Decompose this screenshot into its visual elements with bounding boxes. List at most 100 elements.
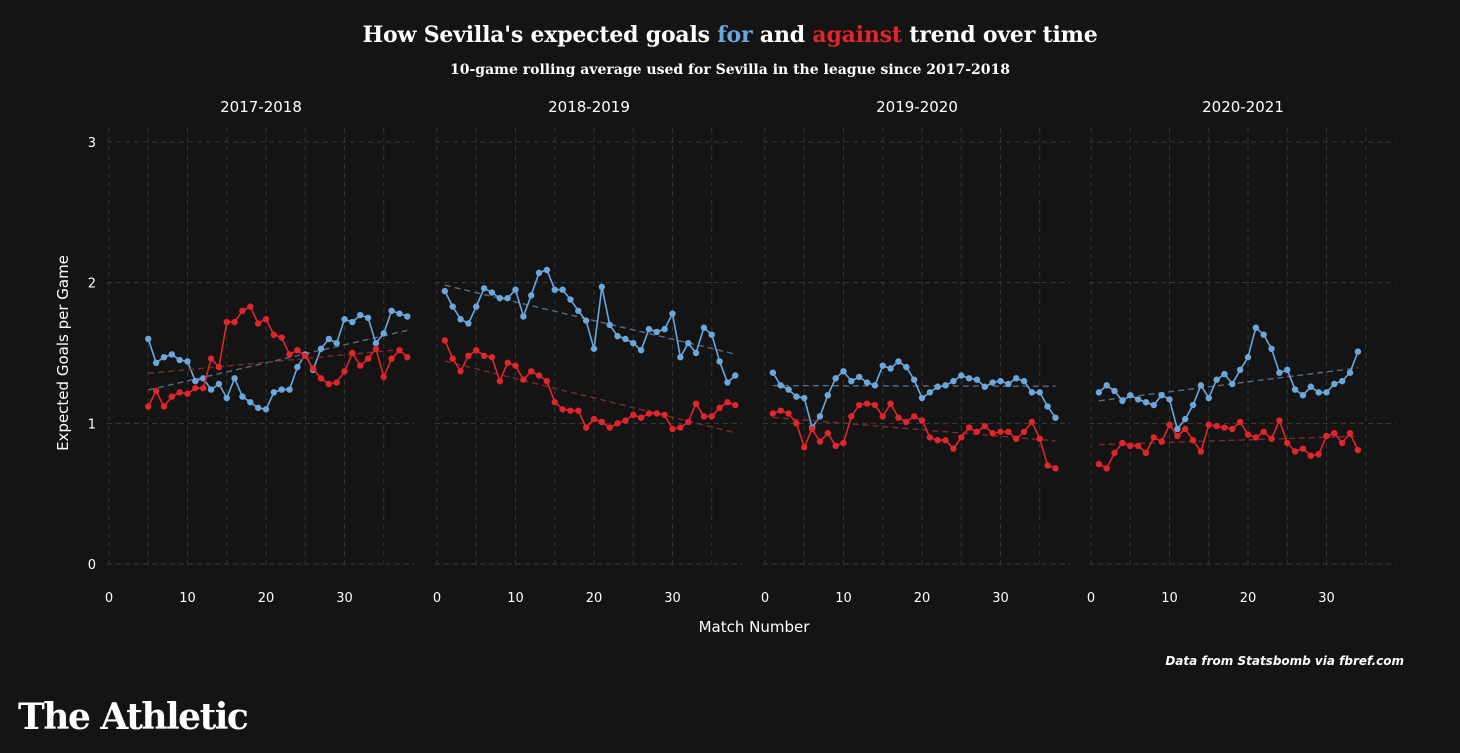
data-point-for [903, 363, 910, 371]
data-point-against [661, 411, 668, 419]
data-point-for [1134, 396, 1142, 403]
data-point-against [1111, 449, 1118, 457]
data-point-against [512, 362, 519, 369]
data-point-for [1299, 392, 1307, 399]
data-point-for [1229, 380, 1236, 388]
data-point-for [824, 392, 831, 399]
data-point-against [239, 307, 246, 314]
data-point-for [645, 325, 653, 333]
data-point-against [388, 355, 395, 362]
data-point-against [777, 407, 784, 414]
data-point-for [1205, 394, 1212, 402]
data-point-for [496, 294, 503, 302]
title-prefix: How Sevilla's expected goals [362, 22, 718, 48]
data-point-against [1331, 429, 1338, 437]
facet-title: 2017-2018 [220, 98, 302, 116]
data-point-against [1299, 445, 1307, 452]
data-point-against [832, 442, 839, 450]
data-point-against [1020, 428, 1028, 435]
x-tick-label: 30 [1318, 591, 1335, 606]
data-point-against [590, 415, 598, 423]
data-point-against [441, 337, 449, 344]
data-point-against [215, 363, 223, 371]
data-point-against [692, 400, 700, 407]
data-point-for [1052, 414, 1059, 421]
x-tick-label: 30 [992, 591, 1009, 606]
data-point-for [879, 362, 886, 369]
data-point-for [1127, 392, 1134, 399]
y-tick-label: 0 [88, 558, 96, 573]
chart-subtitle: 10-game rolling average used for Sevilla… [450, 62, 1010, 78]
data-point-for [958, 372, 965, 379]
brand-logo: The Athletic [18, 696, 249, 738]
data-point-against [950, 445, 957, 452]
data-point-against [357, 362, 364, 369]
data-point-against [785, 410, 792, 417]
data-point-against [309, 365, 317, 372]
data-point-for [1291, 386, 1299, 393]
data-point-against [207, 355, 215, 362]
data-point-against [1221, 424, 1228, 431]
data-point-against [457, 368, 464, 375]
data-point-against [942, 437, 949, 444]
data-point-against [1052, 465, 1059, 472]
data-point-for [325, 335, 332, 343]
data-point-against [1127, 442, 1134, 450]
data-point-against [1291, 448, 1299, 455]
data-point-against [1028, 418, 1036, 426]
data-point-for [575, 307, 582, 314]
data-point-for [559, 286, 566, 293]
data-point-for [270, 389, 278, 396]
x-tick-label: 0 [1087, 591, 1095, 606]
data-point-against [1182, 425, 1189, 433]
data-point-against [254, 320, 262, 327]
data-point-against [168, 393, 175, 400]
data-point-against [1166, 421, 1173, 428]
title-suffix: trend over time [901, 22, 1098, 48]
data-point-against [520, 376, 527, 383]
data-point-against [286, 351, 293, 358]
data-point-against [200, 384, 207, 392]
data-point-for [380, 330, 387, 337]
series-line-against [1098, 418, 1359, 470]
data-point-against [700, 413, 708, 420]
data-point-for [700, 324, 708, 331]
x-tick-label: 0 [761, 591, 769, 606]
data-point-against [895, 414, 902, 421]
data-point-against [1229, 425, 1236, 433]
data-point-against [1044, 462, 1051, 469]
data-point-for [1150, 401, 1158, 409]
data-point-against [981, 422, 988, 430]
data-point-for [239, 393, 246, 400]
data-point-for [708, 331, 715, 338]
data-point-against [669, 425, 676, 433]
data-point-against [559, 406, 566, 413]
data-point-for [528, 292, 535, 299]
data-point-for [488, 289, 496, 296]
data-point-against [582, 424, 590, 431]
data-point-for [1182, 415, 1189, 423]
x-tick-label: 0 [105, 591, 113, 606]
x-tick-label: 10 [179, 591, 196, 606]
data-point-against [1205, 421, 1212, 428]
data-point-against [685, 418, 692, 426]
data-point-for [1276, 369, 1283, 376]
data-point-against [801, 444, 808, 451]
facet-title: 2018-2019 [548, 98, 630, 116]
data-point-for [1013, 375, 1020, 382]
data-point-for [457, 316, 464, 323]
data-point-against [1236, 418, 1244, 426]
data-point-for [895, 358, 902, 365]
data-point-for [685, 339, 692, 347]
data-point-for [1236, 366, 1244, 374]
data-point-for [176, 356, 183, 364]
data-point-for [1158, 392, 1165, 399]
data-point-for [582, 317, 590, 324]
data-point-for [856, 373, 863, 381]
data-point-for [543, 266, 551, 274]
data-point-against [989, 429, 996, 437]
data-point-against [840, 439, 847, 447]
data-point-for [910, 376, 918, 383]
data-point-for [254, 404, 262, 412]
